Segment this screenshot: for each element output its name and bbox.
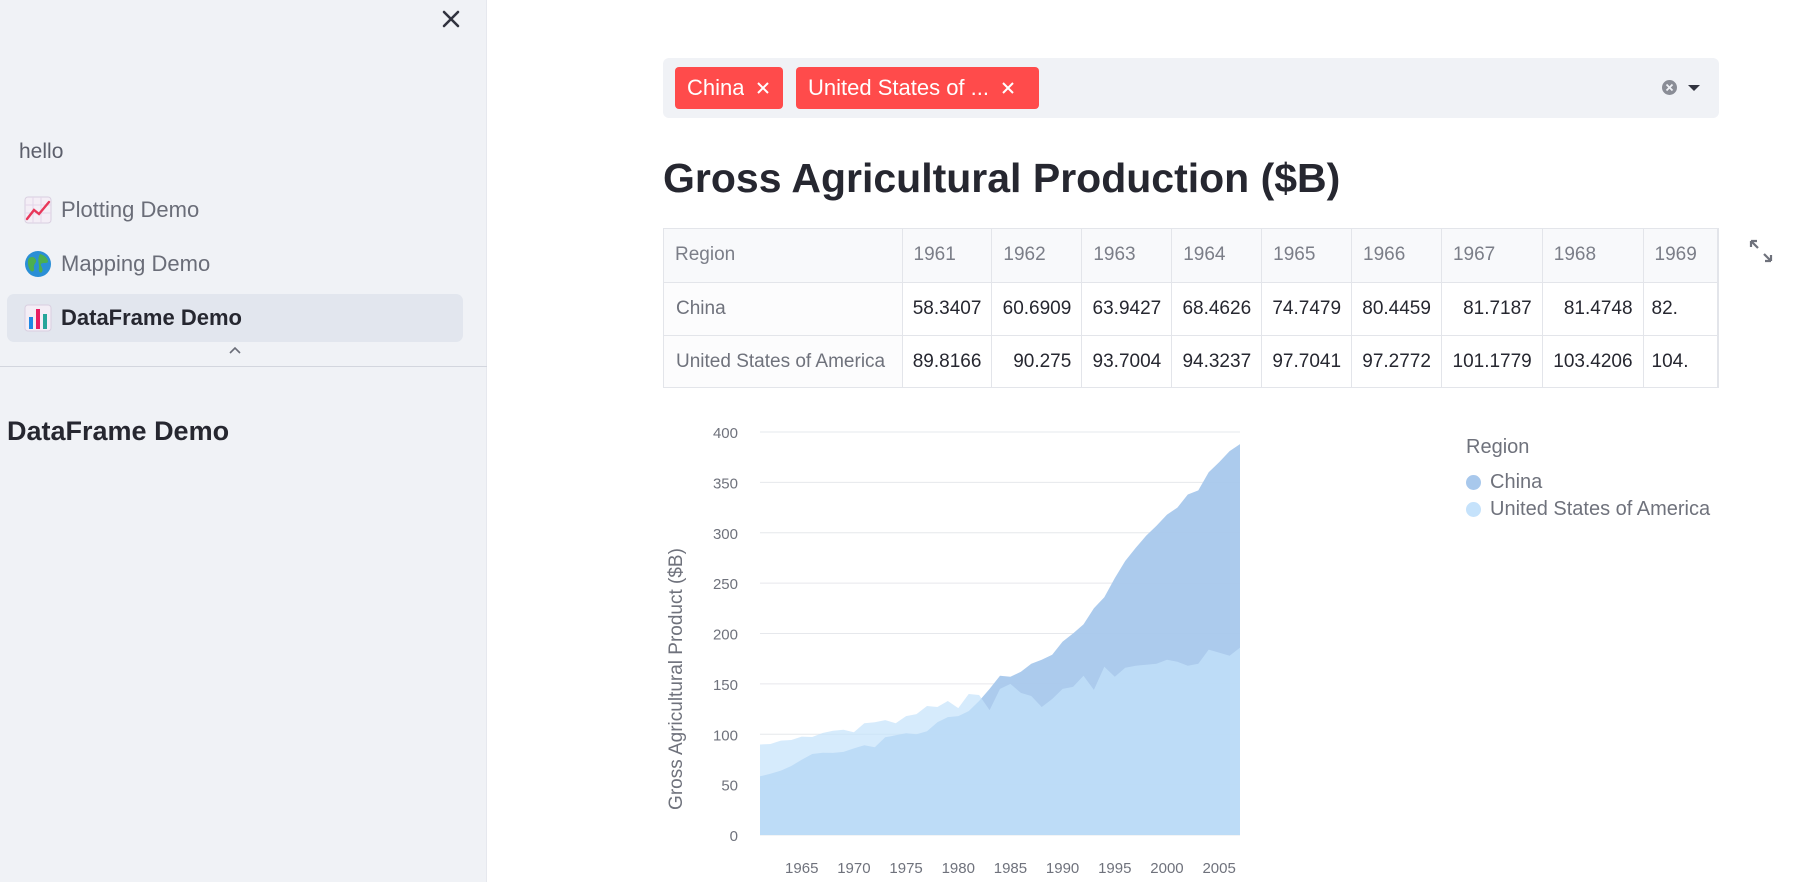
y-tick-label: 350 [713, 475, 738, 492]
table-cell[interactable]: 104. [1643, 335, 1718, 387]
column-header[interactable]: Region [664, 229, 903, 283]
tag-label: China [687, 75, 745, 100]
table-cell[interactable]: 94.3237 [1171, 335, 1263, 387]
x-tick-label: 1965 [785, 860, 818, 877]
globe-icon [23, 249, 53, 279]
y-tick-label: 200 [713, 627, 738, 644]
column-header[interactable]: 1965 [1261, 229, 1353, 283]
chart-legend: Region China United States of America [1466, 436, 1710, 523]
sidebar-nav: Plotting Demo Mapping Demo [7, 186, 463, 348]
legend-title: Region [1466, 436, 1530, 458]
remove-tag-icon[interactable] [756, 81, 770, 95]
y-tick-label: 250 [713, 576, 738, 593]
table-cell[interactable]: 58.3407 [902, 282, 993, 336]
y-tick-label: 50 [721, 778, 738, 795]
y-tick-label: 150 [713, 677, 738, 694]
table-row: United States of America 89.8166 90.275 … [664, 335, 1718, 387]
table-cell[interactable]: 81.7187 [1441, 282, 1543, 336]
legend-item-china[interactable]: China [1466, 469, 1710, 496]
column-header[interactable]: 1964 [1171, 229, 1263, 283]
page-title: Gross Agricultural Production ($B) [663, 155, 1341, 201]
x-tick-label: 1980 [942, 860, 975, 877]
table-cell[interactable]: 97.7041 [1261, 335, 1353, 387]
table-cell[interactable]: 93.7004 [1081, 335, 1173, 387]
column-header[interactable]: 1961 [902, 229, 993, 283]
legend-item-usa[interactable]: United States of America [1466, 496, 1710, 523]
chart-increasing-icon [23, 195, 53, 225]
sidebar-item-label: Mapping Demo [61, 251, 211, 276]
sidebar-divider [0, 366, 487, 367]
table-cell[interactable]: 81.4748 [1542, 282, 1644, 336]
legend-swatch [1466, 502, 1481, 517]
clear-all-icon[interactable] [1661, 79, 1678, 96]
x-tick-label: 2005 [1202, 860, 1235, 877]
column-header[interactable]: 1963 [1081, 229, 1173, 283]
table-cell[interactable]: 80.4459 [1351, 282, 1442, 336]
fullscreen-expand-icon[interactable] [1748, 238, 1774, 264]
column-header[interactable]: 1966 [1351, 229, 1442, 283]
legend-label: United States of America [1490, 498, 1711, 520]
table-row: China 58.3407 60.6909 63.9427 68.4626 74… [664, 282, 1718, 336]
y-axis-label: Gross Agricultural Product ($B) [666, 548, 687, 810]
collapse-nav-toggle[interactable] [225, 342, 245, 358]
column-header[interactable]: 1967 [1441, 229, 1543, 283]
chevron-up-icon [229, 346, 241, 354]
tag-united-states: United States of ... [796, 67, 1039, 109]
sidebar: hello Plotting Demo [0, 0, 487, 882]
sidebar-item-label: Plotting Demo [61, 197, 200, 222]
region-multiselect[interactable]: China United States of ... [663, 58, 1719, 118]
tag-label: United States of ... [808, 75, 989, 100]
sidebar-item-dataframe-demo[interactable]: DataFrame Demo [7, 294, 463, 342]
table-header-row: Region 1961 1962 1963 1964 1965 1966 196… [664, 229, 1718, 283]
close-icon [442, 10, 460, 28]
table-cell[interactable]: 97.2772 [1351, 335, 1442, 387]
table-cell[interactable]: China [664, 282, 903, 336]
sidebar-item-plotting-demo[interactable]: Plotting Demo [7, 186, 463, 234]
bar-chart-icon [23, 303, 53, 333]
y-tick-label: 400 [713, 425, 738, 442]
sidebar-item-mapping-demo[interactable]: Mapping Demo [7, 240, 463, 288]
table-cell[interactable]: United States of America [664, 335, 903, 387]
y-axis-ticks: 0 50 100 150 200 250 300 350 400 [713, 425, 738, 845]
x-tick-label: 2000 [1150, 860, 1183, 877]
column-header[interactable]: 1962 [991, 229, 1083, 283]
chevron-down-icon[interactable] [1687, 82, 1701, 94]
table-cell[interactable]: 103.4206 [1542, 335, 1644, 387]
table-cell[interactable]: 63.9427 [1081, 282, 1173, 336]
x-axis-ticks: 1965 1970 1975 1980 1985 1990 1995 2000 2005 [785, 860, 1236, 877]
column-header[interactable]: 1968 [1542, 229, 1644, 283]
close-sidebar-button[interactable] [436, 4, 466, 34]
area-chart: 0 50 100 150 200 250 300 350 400 1965 1970 1975 198… [666, 425, 1240, 877]
table-cell[interactable]: 90.275 [991, 335, 1083, 387]
chart-areas [760, 444, 1240, 835]
y-tick-label: 300 [713, 526, 738, 543]
nav-heading: hello [19, 140, 64, 163]
table-cell[interactable]: 68.4626 [1171, 282, 1263, 336]
table-cell[interactable]: 89.8166 [902, 335, 993, 387]
legend-label: China [1490, 471, 1543, 493]
x-tick-label: 1990 [1046, 860, 1079, 877]
table-cell[interactable]: 101.1779 [1441, 335, 1543, 387]
area-series-united-states-of-america[interactable] [760, 647, 1240, 835]
tag-china: China [675, 67, 783, 109]
remove-tag-icon[interactable] [1001, 81, 1015, 95]
x-tick-label: 1970 [837, 860, 870, 877]
legend-swatch [1466, 475, 1481, 490]
x-tick-label: 1985 [994, 860, 1027, 877]
column-header[interactable]: 1969 [1643, 229, 1718, 283]
table-cell[interactable]: 74.7479 [1261, 282, 1353, 336]
sidebar-page-title: DataFrame Demo [7, 416, 230, 446]
dataframe-table[interactable]: Region 1961 1962 1963 1964 1965 1966 196… [663, 228, 1719, 388]
sidebar-item-label: DataFrame Demo [61, 305, 242, 330]
table-cell[interactable]: 82. [1643, 282, 1718, 336]
x-tick-label: 1995 [1098, 860, 1131, 877]
y-tick-label: 0 [730, 828, 738, 845]
y-tick-label: 100 [713, 727, 738, 744]
x-tick-label: 1975 [889, 860, 922, 877]
table-cell[interactable]: 60.6909 [991, 282, 1083, 336]
